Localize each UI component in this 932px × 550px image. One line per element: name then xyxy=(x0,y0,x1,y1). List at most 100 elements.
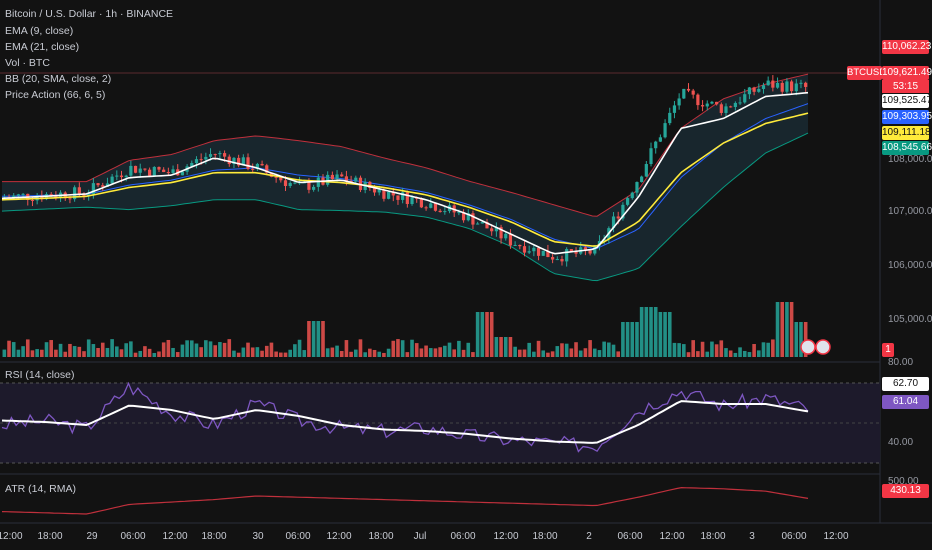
volume-bar xyxy=(742,350,747,357)
volume-legend[interactable]: Vol · BTC xyxy=(5,57,50,69)
volume-bar xyxy=(686,352,691,357)
candle-body xyxy=(218,153,222,155)
candle-body xyxy=(663,123,667,138)
chart-title[interactable]: Bitcoin / U.S. Dollar · 1h · BINANCE xyxy=(5,8,174,20)
volume-bar xyxy=(756,350,761,357)
volume-bar xyxy=(541,350,546,357)
volume-bar xyxy=(747,352,752,357)
bollinger-lower-line xyxy=(1,132,809,282)
volume-bar xyxy=(518,349,522,357)
candle-body xyxy=(443,211,447,213)
candle-body xyxy=(654,141,658,149)
ema21-legend[interactable]: EMA (21, close) xyxy=(5,41,80,53)
candle-body xyxy=(119,175,124,178)
volume-bar xyxy=(143,346,147,357)
price-action-legend[interactable]: Price Action (66, 6, 5) xyxy=(5,89,106,101)
bb-lower-tag: 108,545.66 xyxy=(882,141,932,155)
volume-bar xyxy=(63,351,68,357)
rsi-ma-line xyxy=(1,400,809,444)
time-axis-label: 2 xyxy=(586,531,592,542)
candle-body xyxy=(743,94,747,103)
candle-body xyxy=(316,177,320,187)
volume-bar xyxy=(649,307,653,357)
rsi-legend[interactable]: RSI (14, close) xyxy=(5,369,75,381)
rsi-value-tag: 62.70 xyxy=(882,377,929,391)
volume-bar xyxy=(592,348,597,357)
volume-bar xyxy=(710,341,714,357)
volume-bar xyxy=(255,347,260,357)
volume-bar xyxy=(794,322,799,357)
candle-body xyxy=(527,251,531,253)
volume-bar xyxy=(789,302,794,357)
volume-bar xyxy=(302,350,307,357)
volume-bar xyxy=(625,322,630,357)
ema9-legend[interactable]: EMA (9, close) xyxy=(5,25,74,37)
us-flag-event-icon[interactable] xyxy=(800,339,816,355)
volume-bar xyxy=(363,352,367,357)
candle-body xyxy=(73,187,77,200)
volume-bar xyxy=(72,346,77,357)
rsi-axis-label: 40.00 xyxy=(888,437,914,448)
us-flag-event-icon-2[interactable] xyxy=(815,339,831,355)
volume-bar xyxy=(86,339,91,357)
atr-legend[interactable]: ATR (14, RMA) xyxy=(5,483,76,495)
candle-body xyxy=(560,259,564,262)
candle-body xyxy=(344,176,349,181)
volume-bar xyxy=(574,342,578,357)
candle-body xyxy=(87,194,91,196)
volume-bar xyxy=(410,339,414,357)
volume-bar xyxy=(105,347,110,357)
volume-bar xyxy=(175,352,180,357)
volume-bar xyxy=(241,347,246,357)
candle-body xyxy=(668,112,672,124)
bb-basis-tag: 109,303.95 xyxy=(882,110,932,124)
volume-bar xyxy=(344,340,349,357)
volume-bar xyxy=(44,342,49,357)
candle-body xyxy=(724,106,728,113)
bb-legend[interactable]: BB (20, SMA, close, 2) xyxy=(5,73,112,85)
candle-body xyxy=(710,101,714,104)
candle-body xyxy=(804,82,808,87)
candle-body xyxy=(546,250,550,258)
price-axis-label: 108,000.00 xyxy=(888,154,932,165)
candle-body xyxy=(148,169,152,176)
candle-body xyxy=(761,85,766,89)
volume-bar xyxy=(663,312,667,357)
volume-bar xyxy=(428,348,433,357)
candle-body xyxy=(757,88,761,92)
candle-body xyxy=(635,182,639,193)
volume-bar xyxy=(583,348,588,357)
candle-body xyxy=(775,82,780,88)
candle-body xyxy=(532,247,536,252)
symbol-tag: BTCUSD xyxy=(847,66,887,80)
volume-bar xyxy=(297,339,302,357)
price-axis-label: 105,000.00 xyxy=(888,314,932,325)
candle-body xyxy=(143,168,147,170)
volume-bar xyxy=(246,342,250,357)
volume-bar xyxy=(658,312,663,357)
candle-body xyxy=(625,198,630,205)
candle-body xyxy=(208,154,213,157)
candle-body xyxy=(729,106,733,108)
time-axis-label: 06:00 xyxy=(617,531,643,542)
candle-body xyxy=(382,189,386,199)
candle-body xyxy=(237,157,241,166)
candle-body xyxy=(715,101,719,105)
candle-body xyxy=(485,222,489,229)
volume-bar xyxy=(274,351,278,357)
candle-body xyxy=(429,203,433,208)
volume-bar xyxy=(269,342,274,357)
candle-body xyxy=(593,245,597,254)
candle-body xyxy=(541,250,545,256)
volume-bar xyxy=(485,312,489,357)
candle-body xyxy=(410,197,414,204)
volume-bar xyxy=(349,351,353,357)
volume-bar xyxy=(700,341,705,357)
volume-bars xyxy=(2,302,808,357)
candle-body xyxy=(780,82,784,92)
volume-bar xyxy=(11,342,16,357)
candle-body xyxy=(785,81,789,92)
candle-body xyxy=(101,185,105,187)
candle-body xyxy=(616,216,620,219)
